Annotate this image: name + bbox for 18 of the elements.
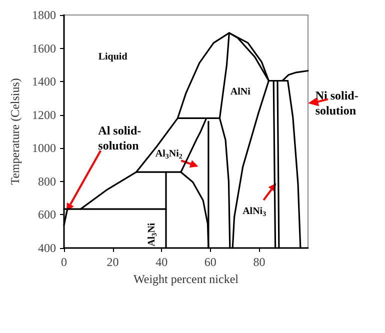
y-tick-label: 1800 [32,8,56,22]
annotation: Al solid-solution [98,124,142,153]
y-tick-label: 1600 [32,41,56,56]
x-tick-label: 80 [253,255,266,269]
y-tick-label: 1400 [32,74,56,89]
annotation: AlNi [230,86,251,98]
x-tick-label: 20 [106,255,119,269]
y-tick-label: 1200 [32,108,56,122]
x-tick-label: 60 [204,255,216,269]
x-tick-label: 0 [61,255,67,269]
y-tick-label: 800 [38,174,56,188]
annotation: Liquid [98,51,128,62]
y-tick-label: 1000 [32,141,56,156]
y-axis-title: Temperature (Celsius) [8,78,22,185]
y-tick-label: 400 [38,241,56,255]
y-tick-label: 600 [38,208,56,222]
x-axis-title: Weight percent nickel [134,272,240,286]
x-tick-label: 40 [156,255,168,269]
